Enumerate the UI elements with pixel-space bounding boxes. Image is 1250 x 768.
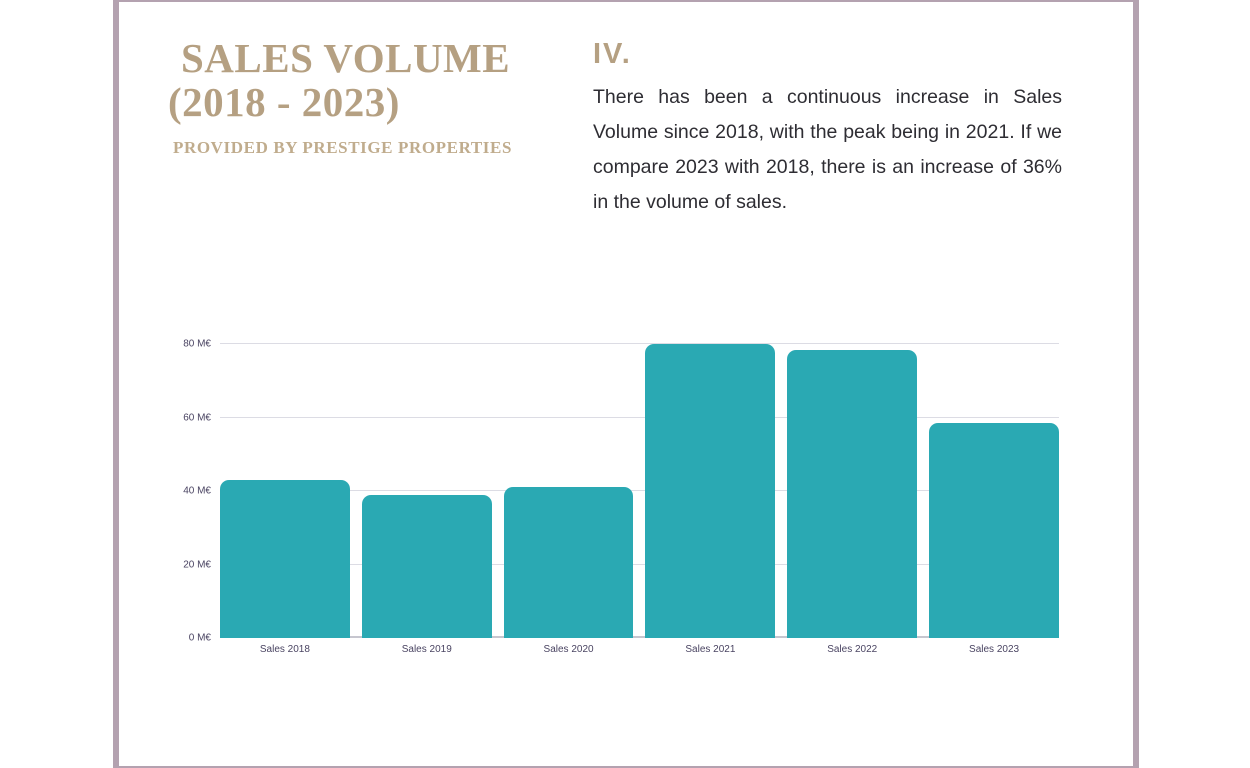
bar-sales-2023: [929, 423, 1059, 638]
x-axis-label-sales-2023: Sales 2023: [969, 644, 1020, 655]
gridline-80: [220, 343, 1059, 344]
gridline-60: [220, 416, 1059, 418]
gridline-40: [220, 490, 1059, 491]
page-title-line2: (2018 - 2023): [168, 79, 400, 125]
page-title: SALES VOLUME (2018 - 2023): [168, 36, 568, 124]
x-axis-label-sales-2020: Sales 2020: [543, 644, 594, 655]
chart-x-axis-labels: Sales 2018 Sales 2019 Sales 2020 Sales 2021…: [220, 644, 1059, 655]
x-axis-label-sales-2018: Sales 2018: [259, 644, 310, 655]
x-axis-label-sales-2021: Sales 2021: [685, 644, 736, 655]
section-text-block: IV. There has been a continuous increase…: [593, 38, 1062, 220]
y-axis-tick-label-80: 80 M€: [183, 338, 211, 350]
y-axis-tick-label-20: 20 M€: [183, 559, 211, 570]
title-block: SALES VOLUME (2018 - 2023) PROVIDED BY P…: [168, 36, 568, 158]
bar-sales-2022: [787, 349, 918, 638]
y-axis-tick-label-60: 60 M€: [183, 412, 211, 423]
page-title-line1: SALES VOLUME: [181, 35, 511, 81]
x-axis-label-sales-2022: Sales 2022: [827, 644, 878, 655]
bar-sales-2020: [503, 487, 634, 638]
gridline-0: [220, 636, 1059, 638]
section-number: IV.: [593, 38, 632, 70]
gridline-20: [220, 563, 1059, 565]
y-axis-tick-label-0: 0 M€: [188, 632, 211, 644]
bar-sales-2019: [361, 494, 492, 638]
page-subtitle: PROVIDED BY PRESTIGE PROPERTIES: [173, 138, 513, 157]
bar-sales-2021: [645, 344, 776, 638]
x-axis-label-sales-2019: Sales 2019: [401, 644, 452, 655]
section-body-text: There has been a continuous increase in …: [593, 86, 1062, 213]
y-axis-tick-label-40: 40 M€: [183, 485, 211, 497]
chart-bars: [220, 344, 1059, 638]
bar-chart-plot-area: 0 M€ 20 M€ 40 M€ 60 M€ 80 M€: [183, 339, 1059, 644]
bar-sales-2018: [220, 479, 350, 638]
